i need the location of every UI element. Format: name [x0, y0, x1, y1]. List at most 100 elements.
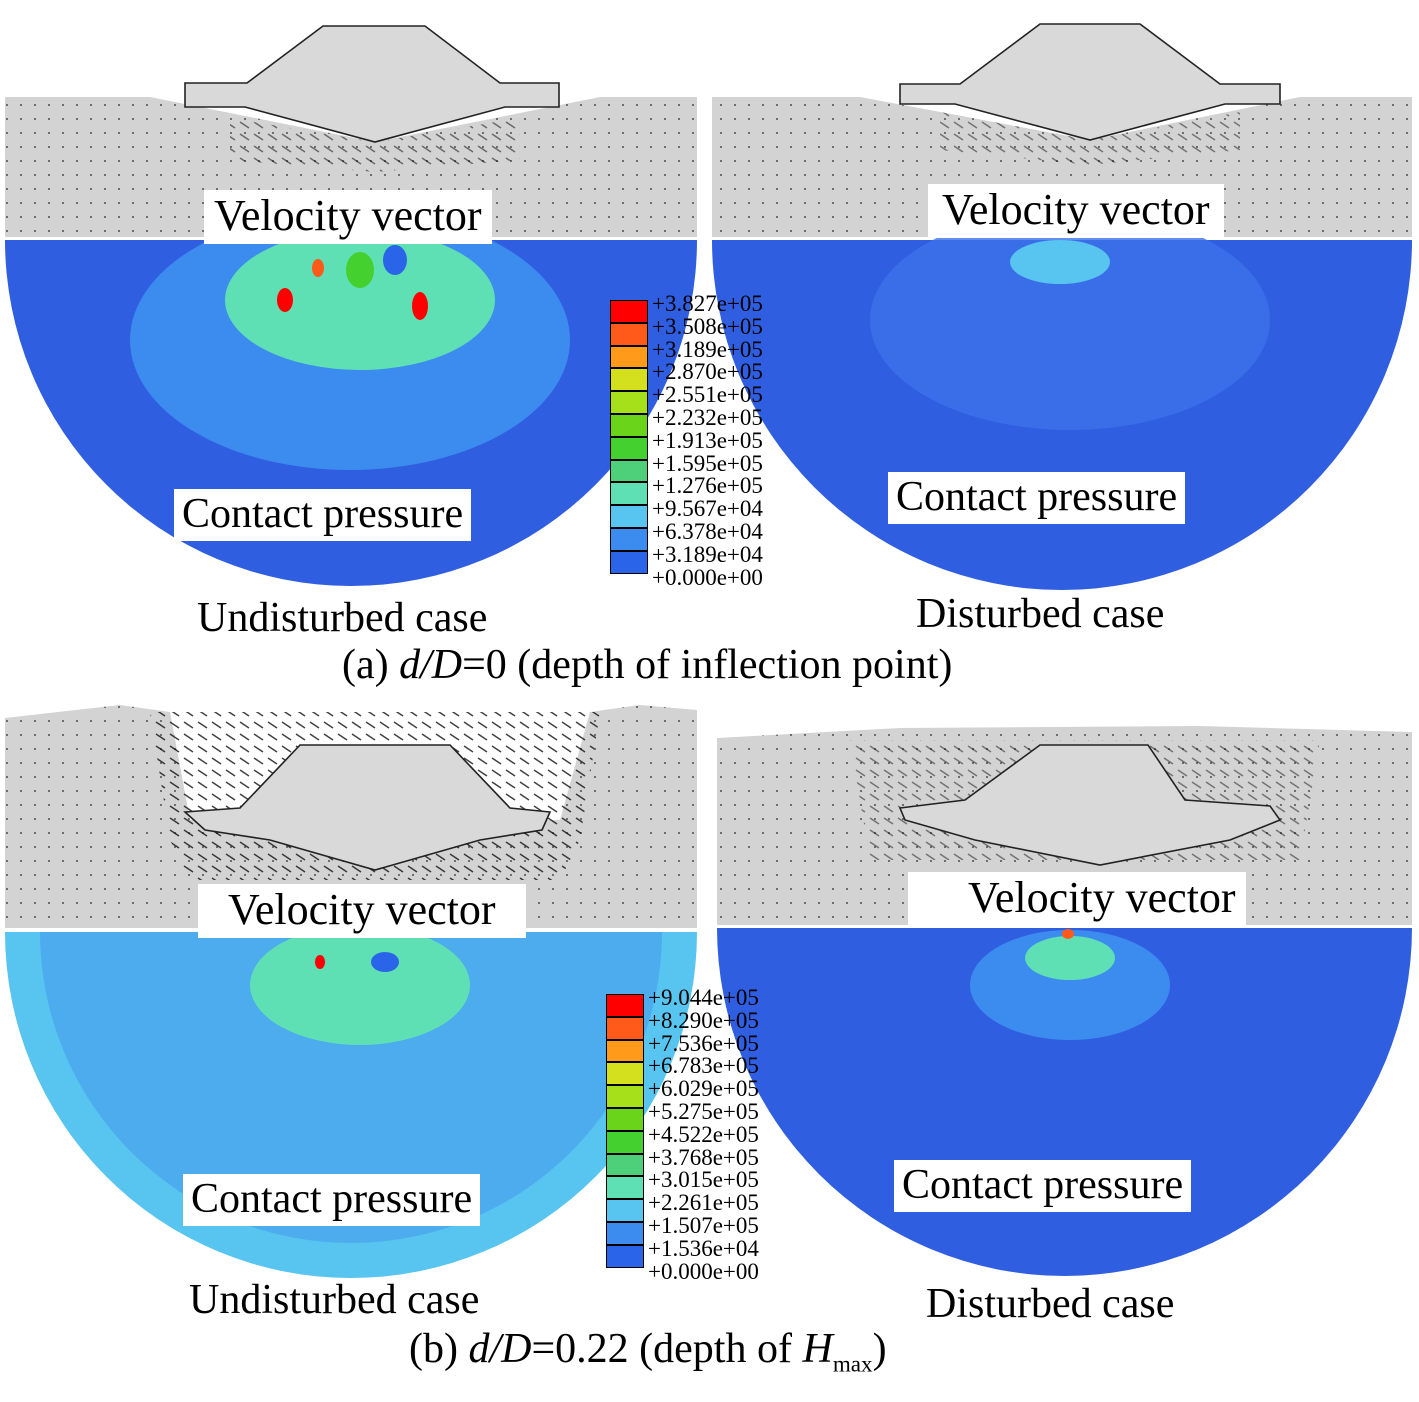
legend-swatch [606, 1108, 644, 1131]
ball-a-left [184, 25, 560, 143]
legend-tick-label: +9.044e+05 [648, 985, 759, 1010]
pressure-core-b-left [250, 925, 470, 1045]
legend-swatch [606, 1085, 644, 1108]
contact-pressure-label-a-right: Contact pressure [888, 472, 1186, 524]
legend-swatch [606, 1062, 644, 1086]
pressure-dome-b-right [717, 928, 1412, 1276]
velocity-vector-label-a-left: Velocity vector [204, 190, 492, 244]
caption-a-rest: =0 (depth of inflection point) [462, 642, 953, 688]
legend-tick-label: +3.827e+05 [652, 291, 763, 316]
legend-swatch [610, 550, 648, 574]
legend-tick-label: +6.378e+04 [652, 519, 763, 544]
legend-swatch [610, 300, 648, 323]
legend-tick-label: +3.015e+05 [648, 1167, 759, 1193]
legend-tick-label: +3.768e+05 [648, 1144, 759, 1170]
midspot-a-left-1 [346, 252, 374, 288]
hotspot-a-left-2 [412, 292, 428, 320]
hotspot-b-left [315, 955, 325, 969]
ball-b-left [183, 744, 552, 871]
pressure-core-a-right [1010, 240, 1110, 284]
undisturbed-case-b: Undisturbed case [189, 1277, 480, 1323]
caption-b-italic-d: d/D [468, 1326, 532, 1372]
caption-a-prefix: (a) [342, 642, 400, 688]
caption-b-mid: =0.22 (depth of [531, 1326, 803, 1372]
hotspot-b-right [1062, 929, 1074, 939]
hotspot-a-left-3 [312, 259, 324, 277]
legend-swatch [610, 505, 648, 528]
legend-tick-label: +2.232e+05 [652, 405, 763, 430]
pressure-zone-a-right [870, 210, 1270, 430]
legend-tick-label: +2.870e+05 [652, 359, 763, 385]
caption-b-prefix: (b) [409, 1326, 469, 1372]
legend-swatch [610, 482, 648, 506]
midspot-b-left [371, 952, 399, 972]
legend-swatch [606, 1176, 644, 1200]
legend-swatch [606, 1199, 644, 1222]
legend-tick-label: +7.536e+05 [648, 1030, 759, 1056]
legend-tick-label: +6.029e+05 [648, 1076, 759, 1102]
caption-b: (b) d/D=0.22 (depth of Hmax) [409, 1328, 887, 1375]
legend-swatch [610, 391, 648, 414]
contact-pressure-label-a-left: Contact pressure [174, 489, 472, 541]
legend-tick-label: +1.913e+05 [652, 427, 763, 453]
disturbed-case-b: Disturbed case [926, 1281, 1175, 1327]
legend-swatch [610, 345, 648, 369]
legend-swatch [606, 1016, 644, 1040]
legend-tick-label: +1.536e+04 [648, 1235, 759, 1261]
legend-swatch [610, 436, 648, 460]
legend-tick-label: +8.290e+05 [648, 1007, 759, 1033]
legend-tick-label: +5.275e+05 [648, 1099, 759, 1124]
caption-b-end: ) [872, 1326, 887, 1372]
legend-tick-label: +3.189e+05 [652, 336, 763, 362]
caption-a: (a) d/D=0 (depth of inflection point) [342, 644, 952, 686]
legend-swatch [610, 368, 648, 392]
velocity-vector-label-b-left: Velocity vector [198, 884, 526, 938]
legend-tick-label: +3.508e+05 [652, 313, 763, 339]
caption-b-italic-h: H [802, 1326, 833, 1372]
contact-pressure-label-b-right: Contact pressure [894, 1160, 1192, 1212]
panel-b-left [5, 705, 697, 1278]
legend-tick-label: +1.507e+05 [648, 1213, 759, 1238]
color-legend-b: +9.044e+05 +8.290e+05 +7.536e+05 +6.783e+05… [606, 985, 816, 1284]
legend-swatch [606, 1130, 644, 1154]
legend-swatch [610, 414, 648, 437]
legend-tick-label: +0.000e+00 [648, 1258, 759, 1284]
legend-tick-label: +6.783e+05 [648, 1053, 759, 1079]
color-legend-a: +3.827e+05 +3.508e+05 +3.189e+05 +2.870e+05… [610, 291, 815, 590]
pressure-core-b-right [1025, 936, 1115, 980]
legend-tick-label: +2.551e+05 [652, 382, 763, 408]
panel-a-left [5, 25, 697, 586]
ball-a-right [899, 23, 1281, 141]
contact-arrows-a-left [230, 118, 520, 172]
legend-swatch [606, 1222, 644, 1245]
legend-swatch [610, 459, 648, 483]
legend-swatch [610, 528, 648, 551]
velocity-vector-label-a-right: Velocity vector [928, 184, 1224, 238]
pressure-zone-b-right [970, 930, 1170, 1040]
ball-b-right [898, 744, 1282, 866]
contact-pressure-label-b-left: Contact pressure [183, 1174, 481, 1226]
legend-swatch [606, 1039, 644, 1063]
legend-tick-label: +4.522e+05 [648, 1121, 759, 1147]
caption-b-sub: max [832, 1350, 873, 1377]
legend-tick-label: +3.189e+04 [652, 541, 763, 567]
legend-swatch [606, 1153, 644, 1177]
disturbed-case-a: Disturbed case [916, 591, 1165, 637]
legend-swatch [606, 1244, 644, 1268]
legend-tick-label: +0.000e+00 [652, 564, 763, 590]
legend-swatch [606, 994, 644, 1017]
hotspot-a-left-1 [277, 288, 293, 312]
legend-tick-label: +1.276e+05 [652, 473, 763, 499]
pressure-core-a-left [225, 230, 495, 370]
panel-a-right [712, 23, 1412, 590]
legend-tick-label: +1.595e+05 [652, 450, 763, 476]
legend-swatch [610, 322, 648, 346]
pressure-inner-b-left [40, 932, 662, 1243]
legend-tick-label: +2.261e+05 [648, 1190, 759, 1216]
midspot-a-left-2 [383, 245, 407, 275]
velocity-vector-label-b-right: Velocity vector [908, 872, 1246, 926]
contact-arrows-a-right [940, 112, 1240, 165]
caption-a-italic: d/D [399, 642, 463, 688]
